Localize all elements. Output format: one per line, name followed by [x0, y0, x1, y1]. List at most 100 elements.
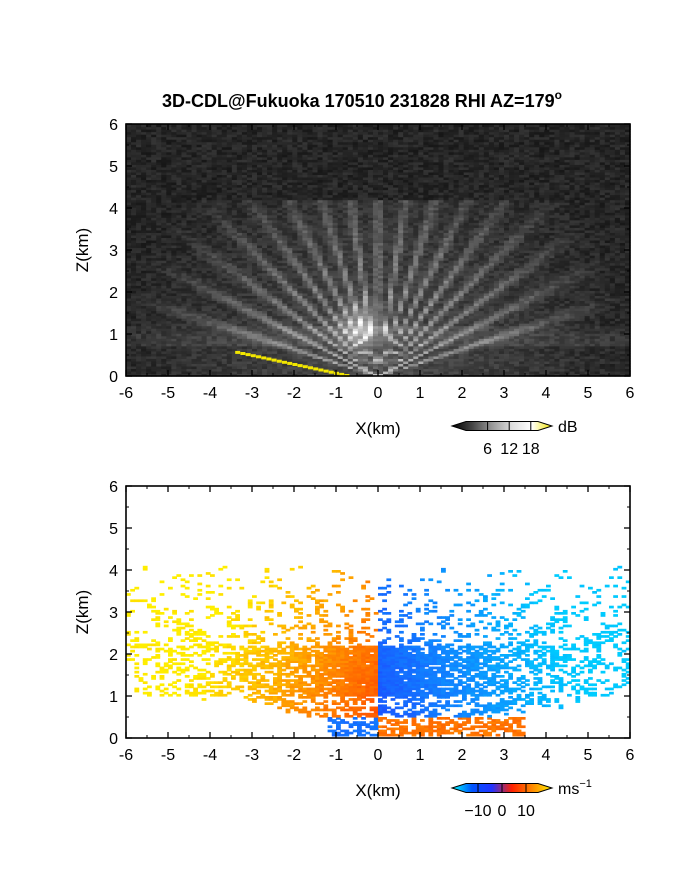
reflectivity-cell	[161, 156, 167, 160]
reflectivity-cell	[126, 297, 132, 301]
reflectivity-cell	[146, 224, 152, 228]
reflectivity-cell	[151, 345, 157, 349]
reflectivity-cell	[191, 330, 198, 334]
reflectivity-cell	[196, 265, 203, 269]
reflectivity-cell	[156, 219, 162, 223]
reflectivity-cell	[181, 154, 188, 158]
reflectivity-cell	[161, 234, 167, 238]
reflectivity-cell	[181, 277, 188, 281]
reflectivity-cell	[126, 156, 132, 160]
reflectivity-cell	[171, 318, 177, 322]
reflectivity-cell	[126, 323, 132, 327]
reflectivity-cell	[166, 202, 172, 206]
reflectivity-cell	[126, 181, 132, 186]
reflectivity-cell	[181, 169, 188, 173]
reflectivity-cell	[166, 197, 172, 201]
reflectivity-cell	[141, 146, 147, 150]
reflectivity-cell	[191, 184, 198, 188]
reflectivity-cell	[181, 141, 188, 145]
reflectivity-cell	[126, 340, 132, 344]
reflectivity-cell	[181, 247, 188, 251]
reflectivity-cell	[126, 280, 132, 284]
reflectivity-cell	[131, 189, 137, 193]
reflectivity-cell	[176, 348, 183, 352]
reflectivity-cell	[196, 270, 203, 274]
reflectivity-cell	[131, 292, 137, 296]
reflectivity-cell	[186, 277, 193, 281]
reflectivity-cell	[171, 229, 177, 233]
reflectivity-cell	[151, 335, 157, 339]
reflectivity-cell	[141, 373, 147, 377]
reflectivity-cell	[176, 242, 183, 246]
reflectivity-cell	[156, 166, 162, 170]
reflectivity-cell	[161, 345, 167, 349]
reflectivity-cell	[131, 355, 137, 359]
reflectivity-cell	[151, 222, 157, 226]
reflectivity-cell	[131, 207, 137, 211]
reflectivity-cell	[171, 370, 177, 375]
reflectivity-cell	[141, 139, 147, 143]
reflectivity-cell	[181, 131, 188, 135]
reflectivity-cell	[191, 179, 198, 183]
reflectivity-cell	[161, 315, 167, 319]
reflectivity-cell	[156, 212, 162, 216]
reflectivity-cell	[126, 292, 132, 296]
reflectivity-cell	[176, 197, 183, 201]
reflectivity-cell	[156, 204, 162, 208]
reflectivity-cell	[131, 219, 137, 223]
reflectivity-cell	[141, 204, 147, 208]
reflectivity-cell	[126, 370, 132, 375]
reflectivity-cell	[141, 310, 147, 314]
reflectivity-cell	[151, 330, 157, 334]
reflectivity-cell	[161, 176, 167, 181]
reflectivity-cell	[156, 355, 162, 359]
reflectivity-cell	[156, 237, 162, 241]
reflectivity-cell	[156, 141, 162, 145]
reflectivity-cell	[186, 363, 193, 367]
reflectivity-cell	[126, 368, 132, 372]
reflectivity-cell	[151, 373, 157, 377]
reflectivity-cell	[156, 328, 162, 332]
reflectivity-cell	[161, 365, 167, 370]
reflectivity-cell	[161, 343, 167, 347]
reflectivity-cell	[186, 244, 193, 249]
reflectivity-cell	[181, 149, 188, 153]
reflectivity-cell	[181, 353, 188, 357]
reflectivity-cell	[186, 368, 193, 372]
reflectivity-cell	[136, 257, 142, 261]
reflectivity-cell	[196, 333, 203, 337]
reflectivity-cell	[171, 209, 177, 213]
reflectivity-cell	[166, 161, 172, 165]
reflectivity-cell	[176, 255, 183, 259]
reflectivity-cell	[166, 131, 172, 135]
reflectivity-cell	[151, 131, 157, 135]
reflectivity-cell	[196, 292, 203, 296]
reflectivity-cell	[181, 295, 188, 299]
reflectivity-cell	[176, 343, 183, 347]
reflectivity-cell	[146, 265, 152, 269]
reflectivity-cell	[176, 234, 183, 238]
reflectivity-cell	[131, 209, 137, 213]
reflectivity-cell	[136, 237, 142, 241]
reflectivity-cell	[151, 302, 157, 307]
reflectivity-cell	[181, 159, 188, 163]
reflectivity-cell	[196, 297, 203, 301]
reflectivity-cell	[156, 156, 162, 160]
reflectivity-cell	[166, 262, 172, 266]
reflectivity-cell	[186, 166, 193, 170]
reflectivity-cell	[186, 209, 193, 213]
reflectivity-cell	[186, 265, 193, 269]
reflectivity-cell	[146, 237, 152, 241]
reflectivity-cell	[181, 355, 188, 359]
reflectivity-cell	[191, 207, 198, 211]
reflectivity-cell	[151, 272, 157, 276]
reflectivity-cell	[161, 265, 167, 269]
reflectivity-cell	[176, 154, 183, 158]
reflectivity-cell	[176, 305, 183, 309]
reflectivity-cell	[146, 131, 152, 135]
reflectivity-cell	[136, 345, 142, 349]
reflectivity-cell	[161, 320, 167, 324]
reflectivity-cell	[171, 244, 177, 249]
reflectivity-cell	[156, 350, 162, 354]
reflectivity-cell	[171, 176, 177, 181]
